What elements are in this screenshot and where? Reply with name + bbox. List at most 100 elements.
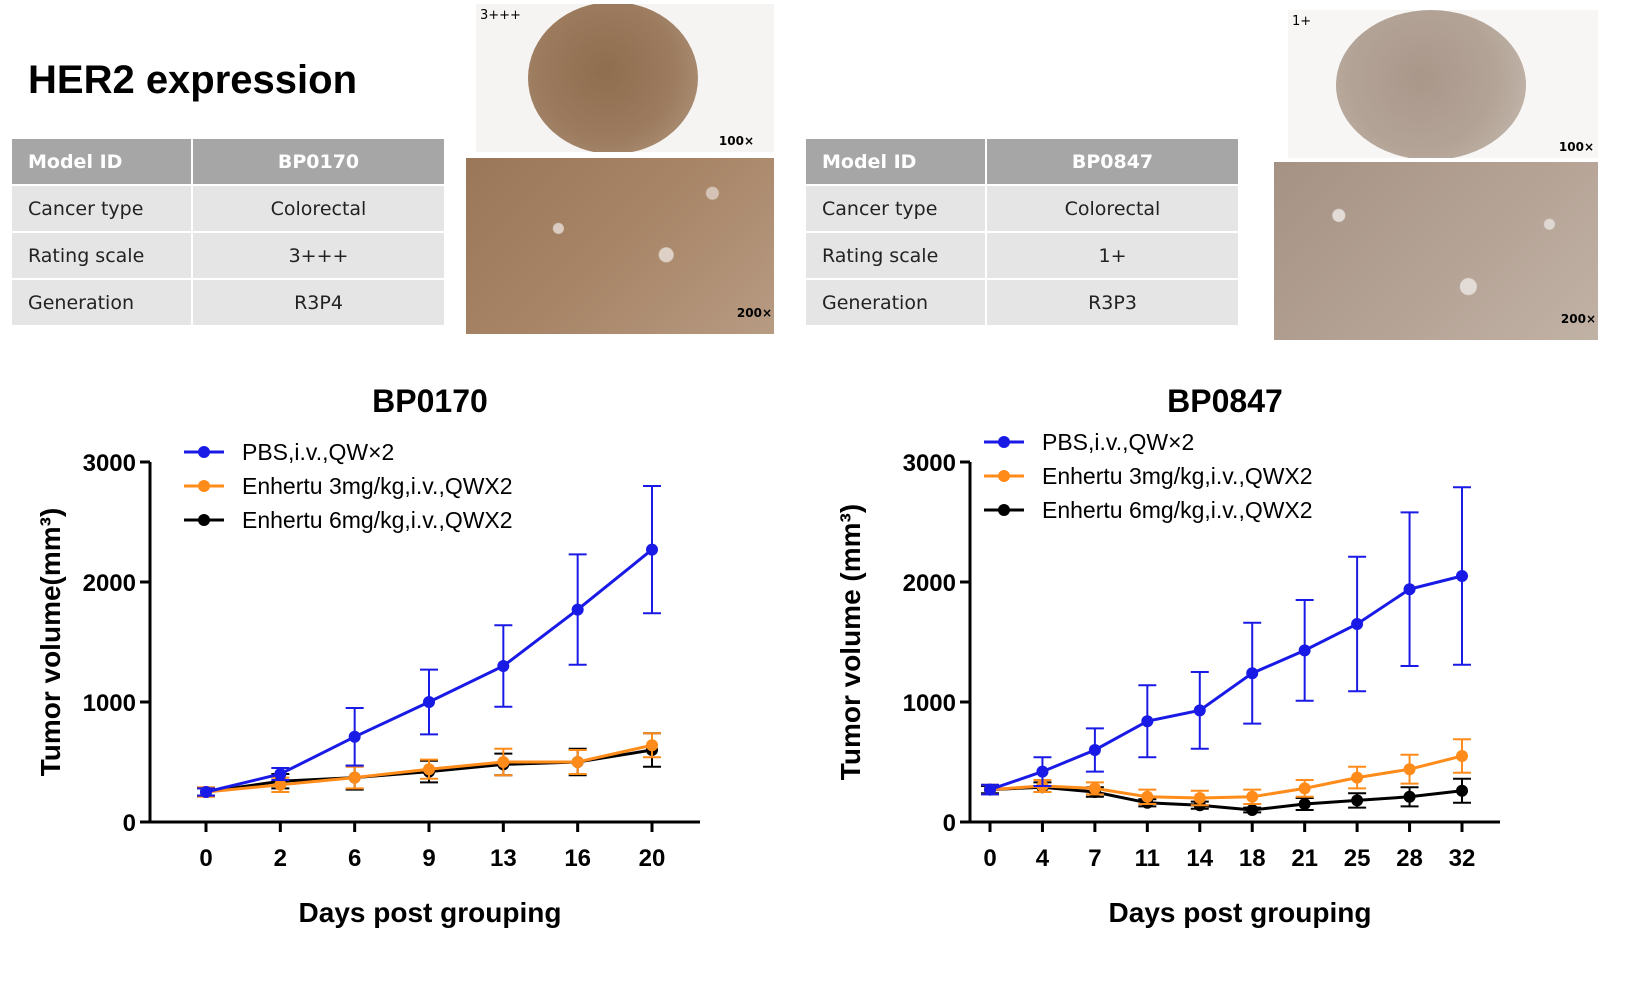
y-tick-label: 0 bbox=[943, 810, 956, 837]
table-cell-key: Rating scale bbox=[12, 233, 191, 278]
x-tick-label: 32 bbox=[1449, 845, 1476, 872]
y-tick-label: 3000 bbox=[83, 450, 136, 477]
tumor-volume-chart-bp0170: BP0170 0 1000 2000 3000 0 2 6 9 13 16 20 Days post g… bbox=[35, 383, 700, 928]
legend-swatch-marker bbox=[198, 480, 210, 492]
page-heading: HER2 expression bbox=[28, 58, 358, 102]
data-point bbox=[646, 543, 658, 556]
series-0 bbox=[981, 486, 1471, 796]
x-tick-label: 0 bbox=[199, 845, 212, 872]
data-point bbox=[423, 696, 435, 708]
data-point bbox=[1246, 790, 1259, 803]
x-axis-label: Days post grouping bbox=[299, 897, 562, 928]
table-cell-key: Rating scale bbox=[806, 233, 985, 278]
data-point bbox=[274, 768, 287, 780]
data-point bbox=[571, 756, 584, 768]
table-cell-key: Cancer type bbox=[12, 186, 191, 231]
data-point bbox=[1456, 784, 1468, 797]
table-row: Generation R3P3 bbox=[806, 280, 1238, 325]
table-header-key: Model ID bbox=[12, 139, 191, 184]
tumor-volume-chart-bp0847: BP0847 0 1000 2000 3000 0 4 7 11 14 18 21 25 28 32 Days… bbox=[835, 383, 1500, 928]
data-point bbox=[1298, 644, 1311, 657]
x-tick-label: 6 bbox=[348, 845, 361, 872]
x-tick-label: 13 bbox=[490, 845, 517, 872]
y-tick-label: 0 bbox=[123, 810, 136, 837]
data-point bbox=[1246, 667, 1259, 680]
table-header-value: BP0170 bbox=[193, 139, 444, 184]
x-tick-label: 25 bbox=[1344, 845, 1371, 872]
data-point bbox=[1403, 790, 1416, 803]
ihc-image-low-mag-bp0170: 3+++ 100× bbox=[476, 4, 774, 152]
table-cell-value: Colorectal bbox=[987, 186, 1238, 231]
legend-label: Enhertu 6mg/kg,i.v.,QWX2 bbox=[1042, 497, 1313, 523]
y-tick-label: 1000 bbox=[903, 690, 956, 717]
table-cell-key: Generation bbox=[806, 280, 985, 325]
data-point bbox=[1141, 715, 1154, 728]
data-point bbox=[646, 739, 658, 752]
magnification-label: 100× bbox=[718, 134, 754, 148]
legend-label: Enhertu 3mg/kg,i.v.,QWX2 bbox=[242, 473, 513, 499]
table-cell-value: R3P3 bbox=[987, 280, 1238, 325]
legend-label: PBS,i.v.,QW×2 bbox=[242, 439, 394, 465]
x-tick-label: 16 bbox=[564, 845, 591, 872]
table-row: Rating scale 3+++ bbox=[12, 233, 444, 278]
table-cell-value: 3+++ bbox=[193, 233, 444, 278]
data-point bbox=[348, 730, 361, 743]
legend-swatch-marker bbox=[198, 514, 210, 526]
table-cell-value: 1+ bbox=[987, 233, 1238, 278]
x-tick-label: 21 bbox=[1291, 845, 1318, 872]
data-point bbox=[1088, 744, 1101, 756]
x-tick-label: 14 bbox=[1186, 845, 1213, 872]
legend-swatch-marker bbox=[198, 446, 210, 458]
data-point bbox=[200, 786, 212, 798]
table-cell-value: Colorectal bbox=[193, 186, 444, 231]
table-row: Generation R3P4 bbox=[12, 280, 444, 325]
table-header-value: BP0847 bbox=[987, 139, 1238, 184]
ihc-score-label: 3+++ bbox=[480, 8, 521, 23]
x-axis-label: Days post grouping bbox=[1109, 897, 1372, 928]
table-header-key: Model ID bbox=[806, 139, 985, 184]
x-tick-label: 2 bbox=[274, 845, 287, 872]
series-line bbox=[989, 754, 1463, 800]
magnification-label: 200× bbox=[1560, 312, 1596, 326]
x-tick-label: 20 bbox=[639, 845, 666, 872]
data-point bbox=[1351, 771, 1364, 784]
y-tick-label: 3000 bbox=[903, 450, 956, 477]
data-point bbox=[274, 778, 287, 791]
data-point bbox=[1141, 790, 1154, 803]
legend-label: Enhertu 3mg/kg,i.v.,QWX2 bbox=[1042, 463, 1313, 489]
data-point bbox=[1403, 763, 1416, 776]
data-point bbox=[1246, 804, 1259, 816]
legend-swatch-marker bbox=[998, 436, 1010, 448]
ihc-score-label: 1+ bbox=[1292, 14, 1312, 29]
data-point bbox=[1036, 765, 1049, 778]
data-point bbox=[348, 771, 361, 784]
series-line bbox=[989, 574, 1463, 792]
data-point bbox=[423, 763, 435, 776]
legend-label: Enhertu 6mg/kg,i.v.,QWX2 bbox=[242, 507, 513, 533]
data-point bbox=[1456, 570, 1468, 582]
table-cell-value: R3P4 bbox=[193, 280, 444, 325]
series-0 bbox=[197, 485, 661, 798]
ihc-image-high-mag-bp0170: 200× bbox=[466, 158, 774, 334]
x-tick-label: 11 bbox=[1135, 845, 1160, 872]
x-tick-label: 4 bbox=[1036, 845, 1050, 872]
magnification-label: 200× bbox=[736, 306, 772, 320]
y-tick-label: 2000 bbox=[903, 570, 956, 597]
table-cell-key: Cancer type bbox=[806, 186, 985, 231]
data-point bbox=[1298, 782, 1311, 795]
table-cell-key: Generation bbox=[12, 280, 191, 325]
x-tick-label: 18 bbox=[1239, 845, 1266, 872]
data-point bbox=[1456, 750, 1468, 762]
data-point bbox=[984, 783, 996, 796]
data-point bbox=[497, 660, 510, 672]
x-tick-label: 9 bbox=[422, 845, 435, 872]
x-tick-label: 0 bbox=[983, 845, 996, 872]
table-header-row: Model ID BP0170 bbox=[12, 139, 444, 184]
data-point bbox=[1351, 794, 1364, 807]
chart-title: BP0170 bbox=[372, 383, 488, 419]
model-info-table-bp0170: Model ID BP0170 Cancer type Colorectal R… bbox=[10, 137, 446, 327]
legend-swatch-marker bbox=[998, 470, 1010, 482]
legend-label: PBS,i.v.,QW×2 bbox=[1042, 429, 1194, 455]
x-tick-label: 28 bbox=[1396, 845, 1423, 872]
series-line bbox=[989, 785, 1463, 812]
